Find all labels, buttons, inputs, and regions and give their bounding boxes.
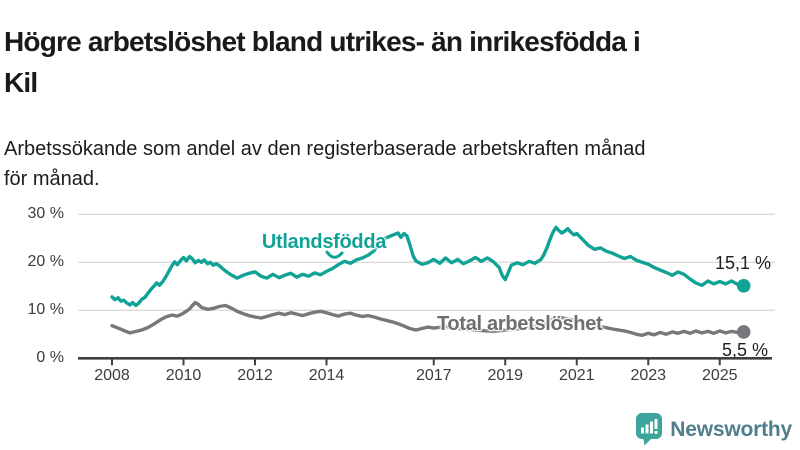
end-value-label-utlandsfodda: 15,1 %: [714, 253, 771, 273]
series-line-utlandsfodda: [110, 225, 746, 308]
y-axis-label: 20 %: [27, 253, 64, 271]
end-dot-total: [736, 325, 751, 339]
utlandsfodda-label-arrow-icon: [325, 250, 344, 259]
title-line-2: Kil: [4, 66, 38, 98]
newsworthy-logo[interactable]: Newsworthy: [636, 413, 792, 446]
x-axis-label: 2014: [308, 367, 345, 384]
x-axis-label: 2021: [558, 367, 595, 384]
x-axis-label: 2010: [165, 367, 202, 384]
subtitle-line-2: för månad.: [4, 168, 100, 190]
x-axis-label: 2017: [415, 367, 452, 384]
x-axis-label: 2025: [701, 367, 738, 384]
end-dot-utlandsfodda: [736, 279, 751, 293]
x-axis-label: 2019: [487, 367, 524, 384]
x-axis-label: 2008: [94, 367, 130, 384]
subtitle-line-1: Arbetssökande som andel av den registerb…: [4, 138, 646, 160]
x-axis-label: 2023: [630, 367, 667, 384]
series-label-total-arbetsloshet: Total arbetslöshet: [437, 313, 603, 335]
newsworthy-logo-text: Newsworthy: [670, 417, 792, 441]
bar-chart-speech-bubble-icon: [636, 413, 663, 446]
y-axis-label: 10 %: [27, 301, 64, 319]
series-label-utlandsfodda: Utlandsfödda: [261, 231, 387, 253]
chart-subtitle: Arbetssökande som andel av den registerb…: [4, 134, 798, 194]
x-axis-label: 2012: [237, 367, 273, 384]
series-line-total: [110, 300, 746, 337]
y-axis-label: 0 %: [36, 349, 64, 367]
y-axis-label: 30 %: [27, 205, 64, 223]
end-value-label-total: 5,5 %: [721, 340, 768, 360]
title-line-1: Högre arbetslöshet bland utrikes- än inr…: [4, 25, 641, 57]
page-title: Högre arbetslöshet bland utrikes- än inr…: [4, 21, 798, 103]
